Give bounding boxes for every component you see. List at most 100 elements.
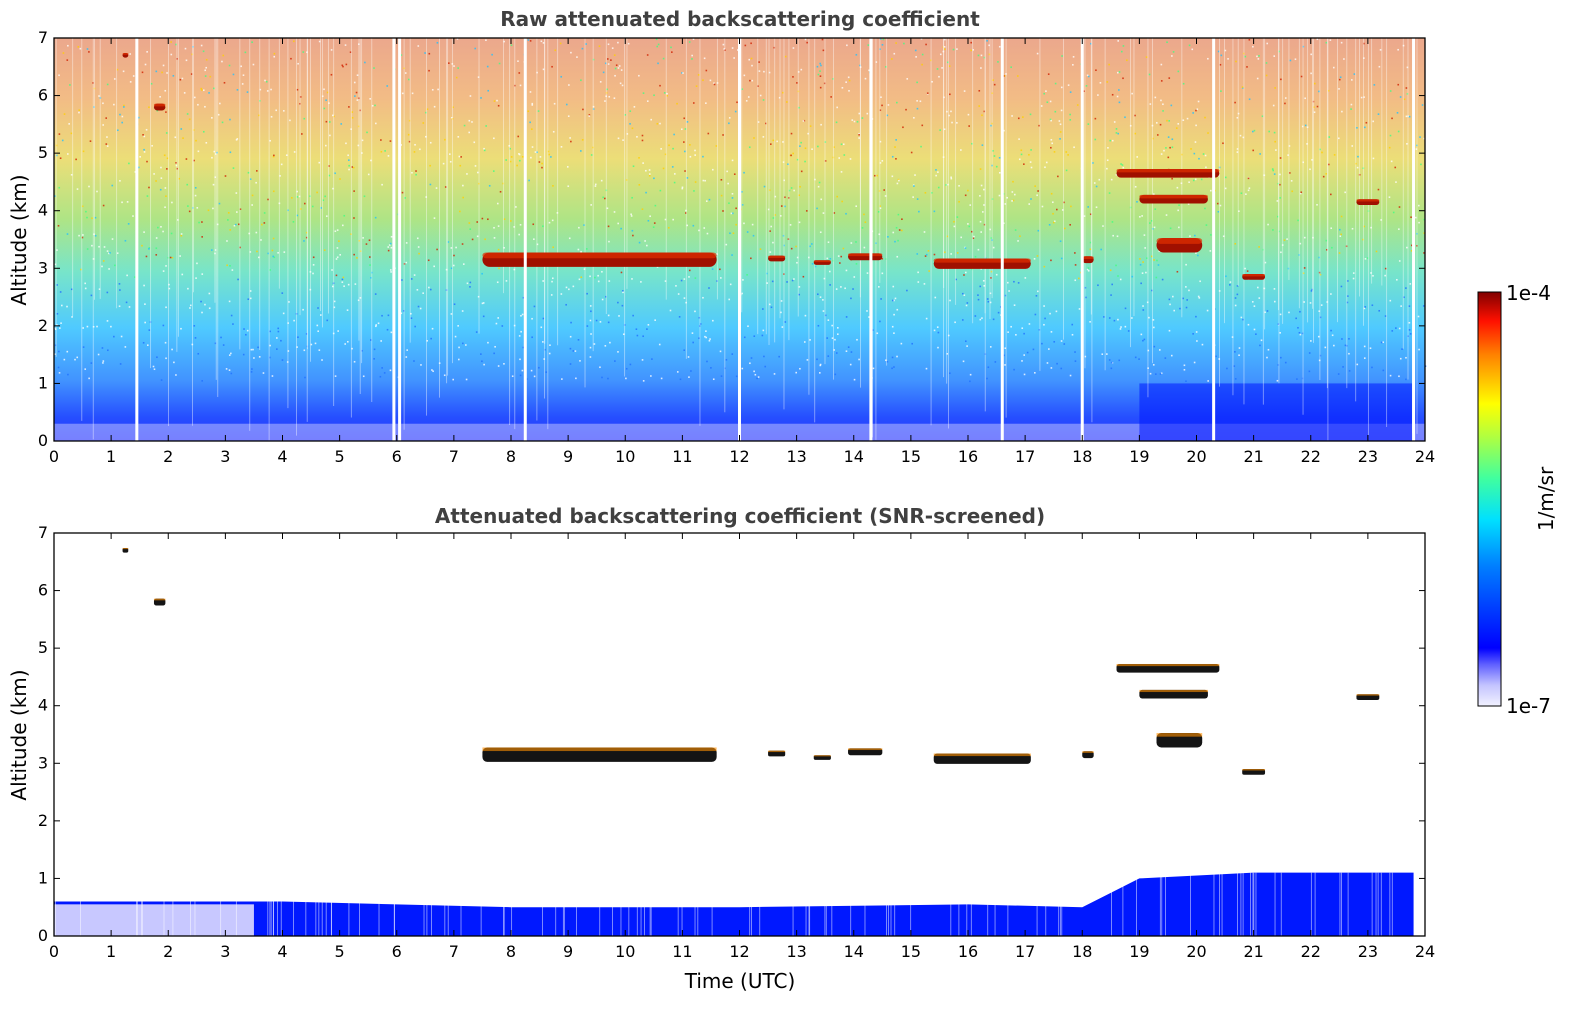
noise-speckle: [94, 216, 97, 219]
noise-speckle: [374, 293, 377, 295]
noise-speckle: [493, 226, 495, 229]
noise-speckle: [1195, 331, 1198, 333]
noise-speckle: [910, 151, 913, 154]
noise-speckle: [452, 264, 455, 267]
noise-speckle: [799, 367, 801, 370]
noise-speckle: [796, 158, 799, 161]
noise-speckle: [1052, 221, 1055, 224]
noise-speckle: [265, 80, 268, 83]
noise-speckle: [380, 340, 382, 342]
noise-speckle: [799, 185, 801, 188]
noise-speckle: [187, 205, 189, 207]
noise-speckle: [1364, 306, 1367, 308]
noise-speckle: [1256, 55, 1258, 58]
noise-speckle: [522, 346, 525, 349]
noise-speckle: [979, 168, 982, 170]
noise-speckle: [919, 100, 922, 103]
x-tick-label: 8: [506, 447, 516, 466]
noise-speckle: [1389, 374, 1392, 377]
noise-speckle: [1076, 104, 1079, 106]
noise-speckle: [114, 264, 116, 267]
noise-speckle: [811, 148, 813, 150]
noise-speckle: [1304, 124, 1307, 127]
noise-speckle: [669, 309, 672, 312]
noise-speckle: [754, 373, 757, 376]
noise-speckle: [90, 294, 93, 297]
noise-speckle: [352, 166, 355, 169]
noise-speckle: [375, 325, 377, 328]
noise-speckle: [1108, 359, 1111, 361]
noise-speckle: [1069, 119, 1072, 121]
noise-speckle: [586, 325, 589, 327]
noise-speckle: [722, 210, 724, 212]
noise-speckle: [270, 115, 273, 118]
noise-speckle: [1194, 178, 1197, 181]
noise-speckle: [316, 191, 318, 194]
noise-speckle: [826, 337, 829, 339]
noise-speckle: [861, 117, 864, 119]
noise-speckle: [1117, 132, 1120, 135]
noise-speckle: [411, 171, 413, 174]
noise-speckle: [1047, 73, 1050, 75]
noise-speckle: [642, 92, 645, 94]
noise-speckle: [1086, 268, 1089, 271]
noise-speckle: [983, 223, 986, 226]
noise-speckle: [325, 120, 328, 123]
noise-speckle: [1115, 128, 1118, 130]
noise-speckle: [704, 179, 706, 182]
noise-speckle: [982, 211, 984, 213]
noise-speckle: [1357, 155, 1359, 158]
noise-speckle: [1280, 251, 1282, 254]
noise-speckle: [517, 60, 519, 62]
noise-speckle: [256, 250, 258, 253]
noise-speckle: [1238, 210, 1240, 213]
noise-speckle: [370, 159, 372, 162]
noise-speckle: [381, 183, 383, 186]
noise-speckle: [572, 350, 575, 352]
noise-speckle: [510, 156, 513, 158]
noise-speckle: [618, 65, 621, 67]
noise-speckle: [544, 348, 546, 351]
noise-speckle: [79, 47, 82, 50]
noise-speckle: [369, 256, 371, 258]
noise-speckle: [686, 224, 688, 227]
noise-speckle: [228, 354, 231, 356]
noise-speckle: [484, 238, 486, 241]
noise-speckle: [106, 320, 109, 322]
noise-speckle: [58, 372, 61, 374]
noise-speckle: [617, 301, 619, 304]
noise-speckle: [1405, 356, 1407, 359]
noise-speckle: [1071, 333, 1074, 336]
noise-speckle: [925, 317, 928, 320]
noise-speckle: [175, 374, 177, 376]
noise-speckle: [686, 121, 689, 123]
noise-speckle: [269, 269, 271, 271]
noise-speckle: [1234, 378, 1237, 380]
noise-speckle: [673, 181, 676, 184]
noise-speckle: [998, 171, 1001, 174]
noise-speckle: [1409, 333, 1412, 335]
noise-speckle: [1116, 235, 1119, 238]
noise-speckle: [806, 41, 808, 44]
noise-speckle: [620, 271, 623, 274]
noise-speckle: [185, 158, 188, 160]
noise-speckle: [345, 63, 348, 66]
noise-speckle: [1264, 311, 1266, 314]
noise-speckle: [1026, 351, 1029, 354]
noise-speckle: [205, 141, 208, 144]
colorbar-gradient: [1477, 291, 1502, 707]
noise-speckle: [214, 153, 217, 155]
noise-speckle: [896, 355, 898, 358]
noise-speckle: [236, 89, 239, 91]
x-tick-label: 9: [563, 942, 573, 961]
noise-speckle: [1236, 151, 1239, 153]
noise-speckle: [630, 213, 632, 216]
noise-speckle: [766, 282, 768, 284]
noise-speckle: [943, 128, 946, 131]
noise-speckle: [795, 371, 798, 374]
noise-speckle: [1149, 103, 1152, 105]
noise-speckle: [561, 378, 563, 380]
noise-speckle: [301, 133, 303, 135]
noise-speckle: [970, 49, 972, 52]
